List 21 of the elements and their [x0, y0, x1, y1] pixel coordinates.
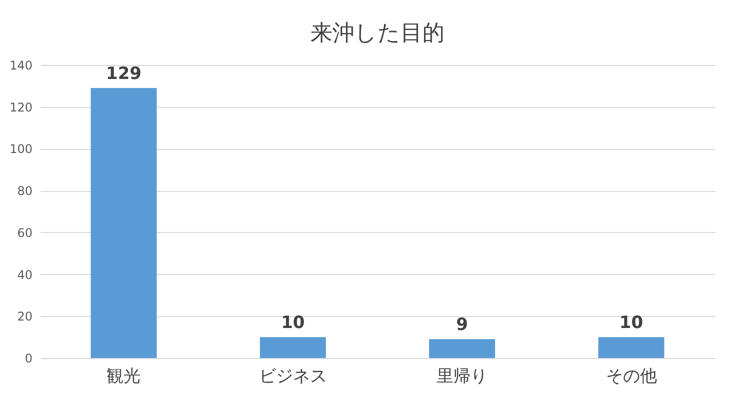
x-tick-label: その他: [606, 366, 657, 386]
y-tick-label: 20: [17, 310, 32, 324]
y-tick-label: 60: [17, 226, 32, 240]
x-tick-label: ビジネス: [258, 366, 327, 386]
x-tick-label: 観光: [106, 366, 141, 386]
data-label: 129: [106, 64, 142, 84]
bar: [260, 337, 326, 358]
bar: [90, 88, 157, 358]
y-tick-label: 120: [10, 100, 32, 114]
bar: [598, 337, 664, 358]
y-tick-label: 100: [10, 142, 32, 156]
y-tick-label: 0: [24, 352, 32, 366]
data-label: 9: [456, 315, 468, 336]
data-label: 10: [281, 313, 305, 334]
x-tick-label: 里帰り: [436, 366, 488, 386]
y-tick-label: 80: [17, 184, 32, 198]
y-tick-label: 140: [10, 58, 32, 72]
data-label: 10: [619, 313, 644, 334]
bar: [429, 339, 496, 358]
chart-title: 来沖した目的: [310, 21, 444, 46]
y-tick-label: 40: [17, 268, 32, 282]
